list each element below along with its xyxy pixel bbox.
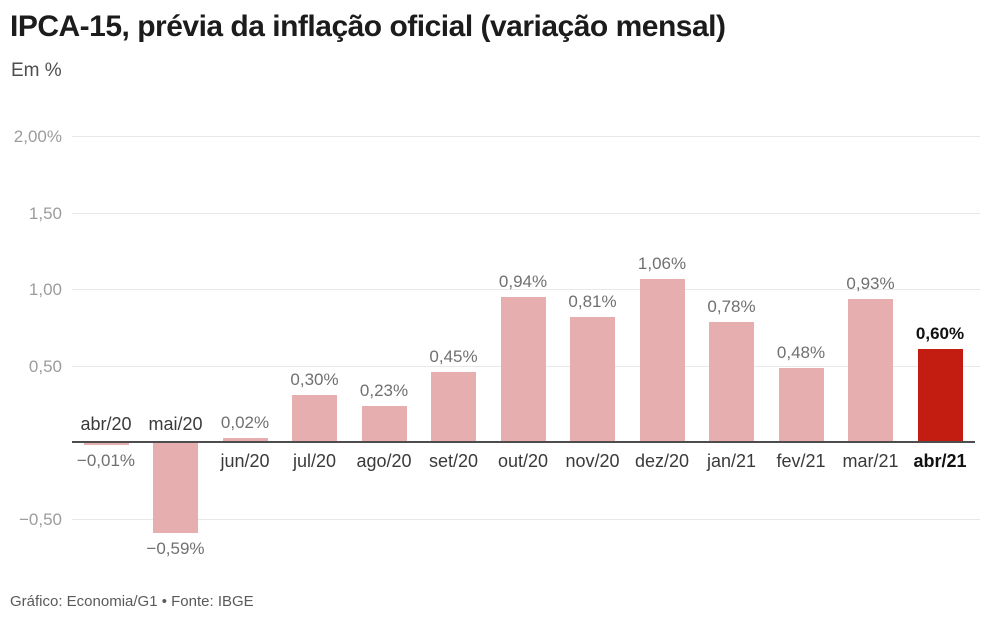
value-label-mar-21: 0,93% (846, 273, 895, 293)
bar-fev-21 (778, 367, 824, 441)
x-label-jul-20: jul/20 (292, 451, 337, 471)
gridline-1 (72, 212, 980, 214)
gridline-0 (72, 136, 980, 137)
value-label-jan-21: 0,78% (707, 296, 756, 316)
value-label-out-20: 0,94% (498, 272, 548, 292)
y-tick-label-1: 1,50 (28, 203, 62, 223)
x-label-abr-21: abr/21 (913, 451, 967, 471)
y-tick-label-4: −0,50 (18, 509, 62, 529)
value-label-abr-21: 0,60% (915, 324, 965, 344)
bar-mar-21 (848, 298, 893, 441)
bar-out-20 (500, 297, 546, 441)
x-label-ago-20: ago/20 (356, 451, 412, 471)
value-label-dez-20: 1,06% (637, 253, 687, 273)
y-tick-label-3: 0,50 (28, 356, 62, 376)
bar-abr-21 (917, 349, 963, 441)
x-label-mai-20: mai/20 (148, 414, 203, 434)
bar-abr-20 (83, 443, 129, 445)
gridline-2 (72, 289, 980, 290)
bar-jun-20 (222, 437, 268, 441)
value-label-mai-20: −0,59% (146, 539, 205, 559)
value-label-abr-20: −0,01% (76, 450, 136, 470)
x-label-set-20: set/20 (428, 451, 479, 471)
value-label-nov-20: 0,81% (568, 292, 617, 312)
chart-credit: Gráfico: Economia/G1 • Fonte: IBGE (10, 593, 254, 610)
x-label-abr-20: abr/20 (80, 414, 132, 434)
x-label-fev-21: fev/21 (776, 451, 826, 471)
x-axis-line (72, 441, 975, 443)
chart-title: IPCA-15, prévia da inflação oficial (var… (10, 10, 726, 43)
bar-jan-21 (709, 321, 754, 441)
y-tick-label-0: 2,00% (13, 127, 62, 146)
x-label-dez-20: dez/20 (634, 451, 690, 471)
value-label-jul-20: 0,30% (290, 370, 339, 390)
bar-ago-20 (361, 405, 407, 441)
x-label-jan-21: jan/21 (706, 451, 757, 471)
value-label-set-20: 0,45% (429, 347, 478, 367)
x-label-nov-20: nov/20 (565, 451, 620, 471)
bar-jul-20 (292, 395, 337, 441)
x-label-out-20: out/20 (497, 451, 549, 471)
bar-dez-20 (639, 278, 685, 441)
chart-subtitle: Em % (11, 60, 62, 81)
bar-mai-20 (153, 443, 198, 534)
value-label-jun-20: 0,02% (220, 412, 270, 432)
y-tick-label-2: 1,00 (28, 280, 62, 299)
x-label-jun-20: jun/20 (220, 451, 270, 471)
value-label-ago-20: 0,23% (359, 380, 409, 400)
value-label-fev-21: 0,48% (776, 342, 826, 362)
bar-nov-20 (570, 317, 615, 441)
bar-set-20 (431, 372, 476, 441)
x-label-mar-21: mar/21 (842, 451, 899, 471)
gridline-4 (72, 518, 980, 520)
